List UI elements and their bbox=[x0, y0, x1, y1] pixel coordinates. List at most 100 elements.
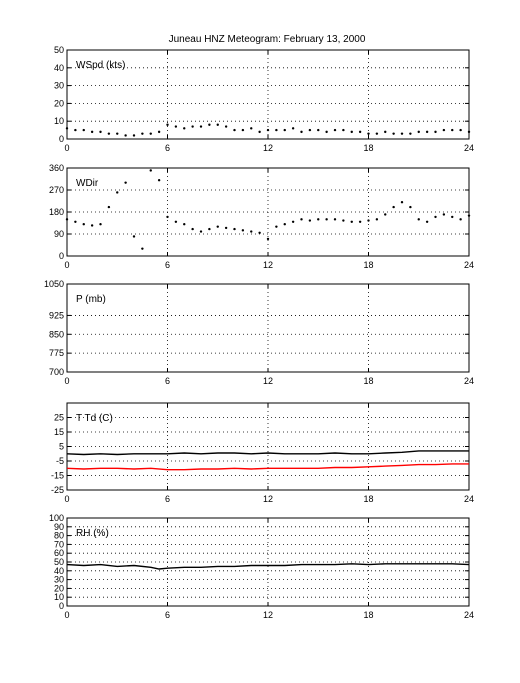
data-point bbox=[233, 227, 236, 231]
data-point bbox=[333, 218, 337, 221]
data-point bbox=[149, 132, 152, 135]
data-point bbox=[384, 213, 387, 216]
data-point bbox=[392, 205, 395, 209]
y-tick-label: 40 bbox=[54, 566, 64, 576]
data-point bbox=[451, 128, 454, 132]
y-tick-label: 0 bbox=[59, 251, 64, 261]
data-point bbox=[216, 225, 219, 228]
x-tick-label: 0 bbox=[64, 260, 69, 270]
panel-label: WDir bbox=[76, 178, 99, 189]
data-point bbox=[392, 132, 395, 135]
panel-3: -25 -15 -5 5 15 25 0 6 12 18 24 T Td (C) bbox=[51, 402, 474, 504]
x-tick-label: 6 bbox=[165, 610, 170, 620]
data-point bbox=[233, 128, 236, 132]
data-point bbox=[425, 130, 429, 134]
data-point bbox=[82, 128, 85, 132]
data-point bbox=[191, 227, 194, 231]
x-tick-label: 12 bbox=[263, 610, 273, 620]
data-point bbox=[124, 181, 127, 184]
data-point bbox=[342, 128, 345, 132]
data-point bbox=[300, 218, 303, 221]
x-tick-label: 12 bbox=[263, 143, 273, 153]
data-point bbox=[116, 132, 119, 135]
x-tick-label: 18 bbox=[363, 260, 373, 270]
data-point bbox=[65, 218, 69, 221]
y-tick-label: 100 bbox=[49, 513, 64, 523]
x-tick-label: 24 bbox=[464, 376, 474, 386]
data-point bbox=[333, 128, 337, 132]
data-point bbox=[266, 237, 270, 241]
data-point bbox=[434, 130, 437, 134]
data-point bbox=[375, 132, 379, 135]
y-tick-label: 60 bbox=[54, 548, 64, 558]
data-point bbox=[241, 128, 245, 132]
data-point bbox=[116, 191, 119, 194]
y-tick-label: 15 bbox=[54, 427, 64, 437]
data-point bbox=[174, 125, 178, 128]
series-line-0 bbox=[66, 450, 469, 456]
data-point bbox=[451, 215, 454, 219]
x-tick-label: 12 bbox=[263, 494, 273, 504]
y-tick-label: 25 bbox=[54, 413, 64, 423]
data-point bbox=[157, 179, 161, 182]
y-tick-label: 10 bbox=[54, 116, 64, 126]
data-point bbox=[107, 205, 111, 209]
data-point bbox=[99, 223, 102, 226]
data-point bbox=[141, 132, 144, 135]
data-point bbox=[183, 223, 186, 226]
data-point bbox=[216, 123, 219, 126]
x-tick-label: 6 bbox=[165, 494, 170, 504]
data-point bbox=[107, 132, 111, 135]
y-tick-label: 270 bbox=[49, 185, 64, 195]
data-point bbox=[417, 218, 420, 221]
data-point bbox=[358, 220, 362, 223]
data-point bbox=[317, 128, 320, 132]
y-tick-label: 50 bbox=[54, 45, 64, 55]
x-tick-label: 0 bbox=[64, 143, 69, 153]
data-point bbox=[308, 219, 312, 222]
data-point bbox=[308, 128, 312, 132]
y-tick-label: 0 bbox=[59, 134, 64, 144]
data-point bbox=[166, 123, 169, 126]
y-tick-label: 700 bbox=[49, 367, 64, 377]
data-point bbox=[132, 235, 136, 238]
x-tick-label: 18 bbox=[363, 610, 373, 620]
data-point bbox=[99, 130, 102, 134]
data-point bbox=[342, 219, 345, 222]
data-point bbox=[400, 201, 404, 204]
data-point bbox=[174, 220, 178, 223]
x-tick-label: 6 bbox=[165, 260, 170, 270]
panel-label: P (mb) bbox=[76, 294, 106, 305]
data-point bbox=[325, 218, 328, 221]
y-tick-label: 30 bbox=[54, 575, 64, 585]
y-tick-label: 90 bbox=[54, 229, 64, 239]
data-point bbox=[224, 226, 228, 230]
data-point bbox=[149, 169, 152, 172]
data-point bbox=[141, 247, 144, 250]
data-point bbox=[350, 130, 353, 134]
data-point bbox=[459, 218, 462, 221]
y-tick-label: -25 bbox=[51, 485, 64, 495]
y-tick-label: 0 bbox=[59, 601, 64, 611]
y-tick-label: 5 bbox=[59, 442, 64, 452]
data-point bbox=[124, 134, 127, 137]
y-tick-label: 40 bbox=[54, 63, 64, 73]
data-point bbox=[208, 123, 211, 126]
data-point bbox=[65, 127, 69, 130]
x-tick-label: 24 bbox=[464, 494, 474, 504]
data-point bbox=[350, 220, 353, 223]
y-tick-label: 70 bbox=[54, 539, 64, 549]
data-point bbox=[258, 130, 261, 134]
data-point bbox=[199, 230, 203, 233]
data-point bbox=[275, 128, 278, 132]
data-point bbox=[183, 127, 186, 130]
data-point bbox=[250, 127, 253, 130]
x-tick-label: 18 bbox=[363, 376, 373, 386]
data-point bbox=[283, 223, 286, 226]
y-tick-label: 50 bbox=[54, 557, 64, 567]
data-point bbox=[409, 132, 412, 135]
x-tick-label: 0 bbox=[64, 610, 69, 620]
data-point bbox=[325, 130, 328, 134]
y-tick-label: -5 bbox=[56, 456, 64, 466]
